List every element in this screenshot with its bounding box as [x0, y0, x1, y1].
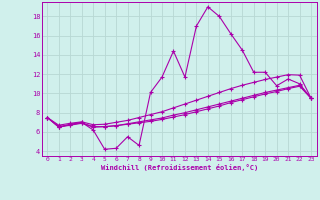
- X-axis label: Windchill (Refroidissement éolien,°C): Windchill (Refroidissement éolien,°C): [100, 164, 258, 171]
